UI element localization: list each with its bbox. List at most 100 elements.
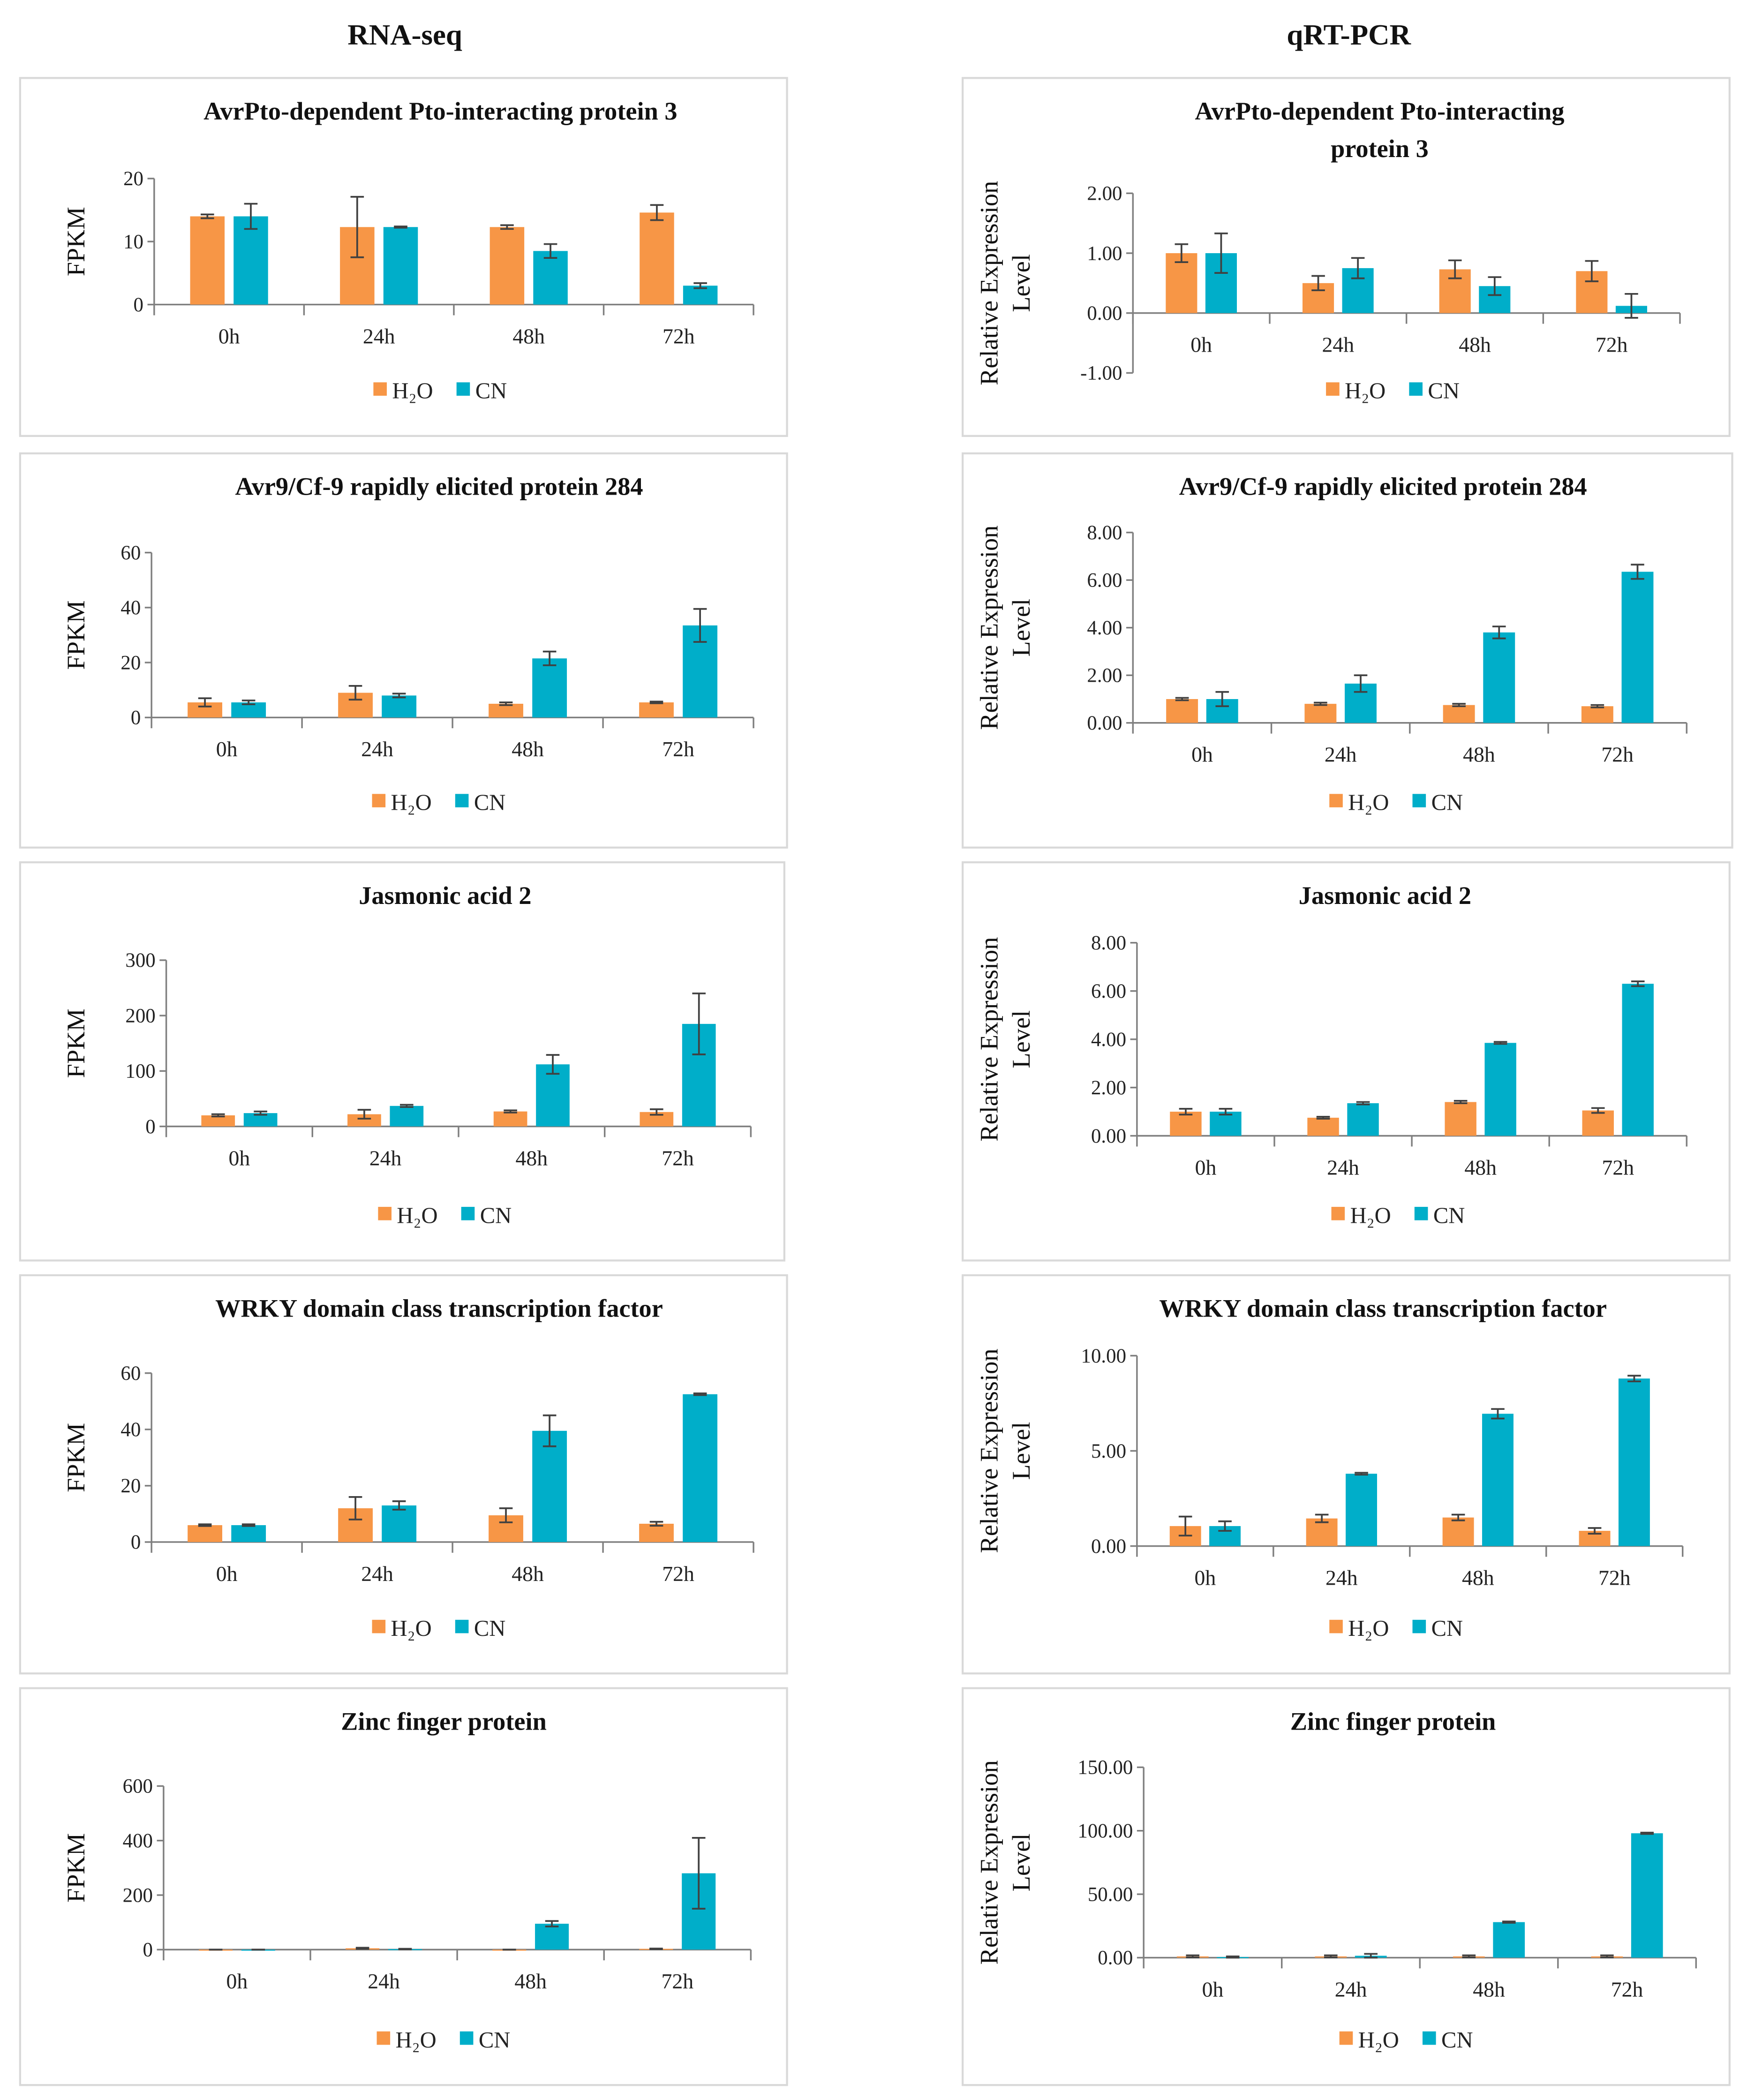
x-tick-label: 0h	[216, 737, 238, 761]
x-tick-label: 48h	[516, 1146, 548, 1170]
x-tick-label: 24h	[363, 324, 395, 348]
x-tick-label: 48h	[1463, 743, 1495, 767]
chart-title: Jasmonic acid 2	[1299, 881, 1471, 910]
legend-label-h2o: H₂O	[1358, 2027, 1399, 2053]
x-tick-label: 0h	[1195, 1155, 1217, 1179]
bar-cn	[233, 216, 268, 305]
y-axis-label: Level	[1007, 254, 1035, 312]
legend-swatch-h2o	[1329, 794, 1343, 807]
y-axis-label: Relative Expression	[975, 181, 1003, 385]
x-tick-label: 72h	[663, 324, 695, 348]
panel-border	[19, 861, 785, 1262]
bar-cn	[1347, 1103, 1379, 1136]
legend-label-cn: CN	[474, 790, 506, 815]
x-tick-label: 48h	[512, 324, 545, 348]
legend-label-cn: CN	[475, 378, 507, 404]
chart-title: WRKY domain class transcription factor	[1159, 1295, 1607, 1323]
y-tick-label: 4.00	[1091, 1029, 1126, 1051]
charts: AvrPto-dependent Pto-interacting protein…	[19, 77, 1733, 2086]
x-tick-label: 24h	[1327, 1155, 1359, 1179]
bar-cn	[1346, 1474, 1377, 1546]
legend-swatch-cn	[459, 2031, 474, 2045]
y-tick-label: 2.00	[1091, 1077, 1126, 1099]
chart-panel: Avr9/Cf-9 rapidly elicited protein 284 FP…	[19, 452, 788, 849]
y-tick-label: 5.00	[1091, 1440, 1126, 1462]
bar-cn	[383, 227, 418, 305]
legend-label-cn: CN	[1431, 790, 1463, 815]
y-tick-label: 60	[120, 1362, 141, 1385]
x-tick-label: 24h	[369, 1146, 402, 1170]
y-tick-label: 20	[120, 652, 141, 674]
bar-h2o	[489, 227, 525, 305]
x-tick-label: 0h	[1191, 743, 1213, 767]
bar-h2o	[639, 702, 674, 718]
y-tick-label: 0.00	[1087, 302, 1122, 324]
legend-label-h2o: H₂O	[397, 1203, 437, 1228]
chart-title: AvrPto-dependent Pto-interacting	[1195, 97, 1564, 125]
chart-title: Zinc finger protein	[1290, 1707, 1496, 1735]
bar-h2o	[1445, 1102, 1476, 1136]
legend-label-cn: CN	[479, 2027, 511, 2053]
legend-swatch-cn	[1412, 1619, 1426, 1633]
x-tick-label: 0h	[1190, 333, 1212, 357]
x-tick-label: 0h	[1202, 1977, 1224, 2001]
x-tick-label: 0h	[226, 1969, 248, 1993]
chart-title: Jasmonic acid 2	[359, 881, 531, 910]
legend-swatch-h2o	[372, 794, 386, 807]
y-tick-label: 8.00	[1091, 932, 1126, 954]
x-tick-label: 24h	[368, 1969, 400, 1993]
bar-cn	[1482, 1414, 1514, 1546]
y-tick-label: 6.00	[1091, 980, 1126, 1002]
bar-cn	[1618, 1378, 1650, 1546]
legend-swatch-h2o	[372, 1619, 386, 1633]
y-tick-label: 600	[123, 1776, 153, 1798]
bar-h2o	[1582, 1110, 1614, 1136]
legend-swatch-cn	[1422, 2031, 1436, 2045]
y-tick-label: 200	[125, 1005, 155, 1027]
panel-border	[19, 1274, 788, 1675]
column-title-rnaseq: RNA-seq	[347, 18, 462, 51]
bar-cn	[231, 1525, 266, 1542]
legend-label-cn: CN	[1433, 1203, 1465, 1228]
bar-h2o	[493, 1111, 527, 1127]
x-tick-label: 72h	[662, 1562, 694, 1586]
x-tick-label: 24h	[1322, 333, 1355, 357]
panel-border	[962, 77, 1731, 437]
legend-swatch-cn	[456, 382, 470, 396]
bar-h2o	[201, 1115, 235, 1127]
y-axis-label: Level	[1007, 1834, 1035, 1892]
y-tick-label: 4.00	[1087, 617, 1122, 639]
x-tick-label: 0h	[218, 324, 240, 348]
y-tick-label: 0	[145, 1116, 155, 1138]
bar-h2o	[1581, 706, 1613, 723]
y-axis-label: FPKM	[62, 1423, 90, 1492]
legend-label-h2o: H₂O	[391, 790, 432, 815]
x-tick-label: 72h	[1602, 1155, 1634, 1179]
chart-panel: AvrPto-dependent Pto-interacting protein…	[19, 77, 788, 437]
legend-label-h2o: H₂O	[1348, 790, 1389, 815]
legend-swatch-cn	[461, 1207, 475, 1220]
legend-swatch-cn	[455, 1619, 469, 1633]
chart-panel: Zinc finger protein FPKM 0 200 400 600 0h 24h 48…	[19, 1687, 788, 2086]
bar-h2o	[190, 216, 225, 305]
x-tick-label: 24h	[1335, 1977, 1367, 2001]
legend-label-h2o: H₂O	[392, 378, 433, 404]
chart-panel: Zinc finger protein Relative Expression Le…	[962, 1687, 1731, 2086]
y-tick-label: 10	[123, 231, 143, 253]
x-tick-label: 72h	[662, 1146, 694, 1170]
bar-cn	[536, 1064, 570, 1127]
panel-border	[962, 861, 1731, 1262]
bar-h2o	[489, 704, 523, 718]
legend-swatch-cn	[455, 794, 469, 807]
legend-swatch-h2o	[1331, 1207, 1345, 1220]
y-tick-label: 2.00	[1087, 665, 1122, 687]
x-tick-label: 24h	[1325, 1566, 1358, 1589]
y-tick-label: 50.00	[1088, 1883, 1133, 1905]
chart-title: AvrPto-dependent Pto-interacting protein…	[203, 97, 677, 125]
bar-cn	[1484, 1043, 1516, 1136]
bar-cn	[532, 1430, 567, 1542]
y-tick-label: 0	[131, 707, 141, 729]
y-axis-label: Level	[1007, 599, 1035, 657]
y-tick-label: 200	[123, 1884, 153, 1906]
